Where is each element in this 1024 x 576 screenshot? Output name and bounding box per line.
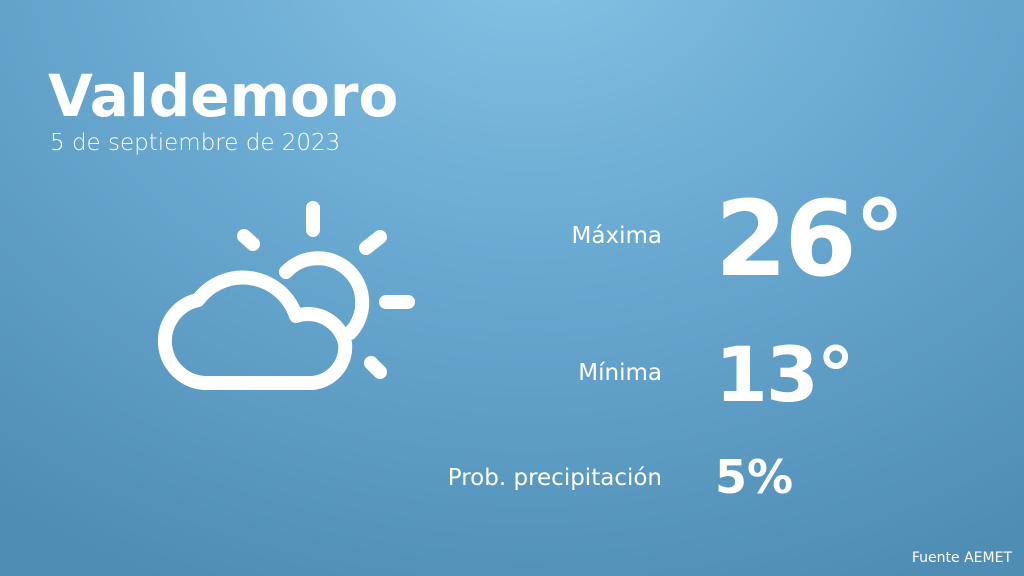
max-label: Máxima — [571, 223, 662, 249]
city-title: Valdemoro — [48, 62, 399, 130]
min-label: Mínima — [578, 360, 662, 386]
precipitation-label: Prob. precipitación — [447, 465, 662, 491]
sun-arc — [279, 251, 370, 340]
cloud — [157, 270, 353, 390]
sun-ray — [359, 230, 387, 255]
min-value: 13° — [715, 330, 855, 419]
sun-ray — [364, 356, 387, 379]
forecast-date: 5 de septiembre de 2023 — [50, 130, 341, 156]
precipitation-value: 5% — [715, 450, 794, 504]
max-value: 26° — [715, 178, 906, 300]
source-credit: Fuente AEMET — [911, 550, 1012, 566]
sun-ray — [237, 229, 260, 251]
